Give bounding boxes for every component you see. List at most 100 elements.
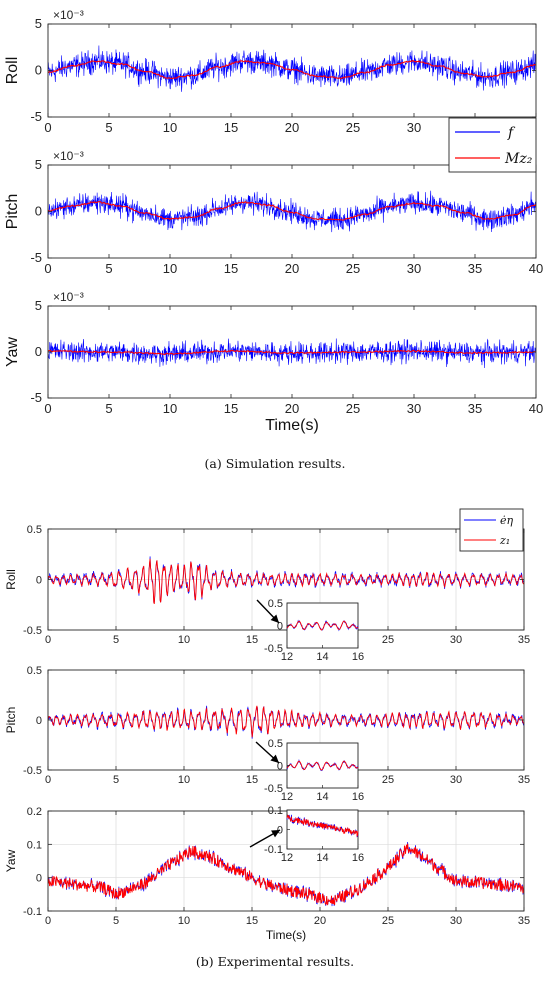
x-tick-label: 0 — [44, 261, 51, 276]
x-tick-label: 30 — [407, 261, 421, 276]
x-tick-label: 5 — [105, 261, 112, 276]
y-tick-label: 0.5 — [27, 524, 42, 536]
x-tick-label: 35 — [518, 634, 530, 646]
legend-simulation: f Mz₂ — [448, 117, 537, 173]
inset-x-tick-label: 12 — [281, 651, 293, 663]
x-axis-label: Time(s) — [266, 928, 306, 942]
inset-x-tick-label: 14 — [316, 791, 328, 803]
zoom-arrow-head — [270, 754, 279, 763]
x-tick-label: 10 — [178, 774, 190, 786]
x-tick-label: 20 — [285, 120, 299, 135]
x-tick-label: 25 — [346, 401, 360, 416]
series-line-z1 — [48, 843, 524, 906]
inset-y-tick-label: 0 — [277, 761, 283, 773]
legend-label-f: f — [507, 125, 516, 141]
y-tick-label: -5 — [30, 109, 42, 124]
x-tick-label: 40 — [529, 261, 543, 276]
y-tick-label: -0.5 — [23, 765, 42, 777]
x-tick-label: 20 — [285, 401, 299, 416]
inset-series-z1 — [286, 620, 359, 631]
x-tick-label: 25 — [382, 774, 394, 786]
y-axis-label: Pitch — [4, 194, 21, 230]
x-tick-label: 35 — [518, 774, 530, 786]
x-tick-label: 15 — [224, 120, 238, 135]
series-line-mz2 — [48, 349, 536, 356]
x-tick-label: 10 — [163, 401, 177, 416]
inset-x-tick-label: 14 — [316, 852, 328, 864]
inset-series-z1 — [286, 760, 359, 771]
y-tick-label: 5 — [35, 298, 42, 313]
caption-simulation: (a) Simulation results. — [205, 456, 346, 471]
x-tick-label: 20 — [314, 915, 326, 927]
inset-x-tick-label: 12 — [281, 791, 293, 803]
series-line-f — [48, 338, 536, 368]
y-tick-label: 0 — [35, 204, 42, 219]
x-tick-label: 15 — [246, 634, 258, 646]
x-tick-label: 35 — [518, 915, 530, 927]
x-tick-label: 30 — [407, 120, 421, 135]
zoom-arrow-head — [271, 830, 280, 838]
y-axis-label: Yaw — [4, 849, 18, 872]
legend-box — [448, 117, 537, 173]
legend-label-e-eta: ėη — [500, 514, 514, 527]
x-tick-label: 30 — [407, 401, 421, 416]
caption-experimental: (b) Experimental results. — [196, 954, 354, 969]
inset-x-tick-label: 16 — [352, 791, 364, 803]
inset-x-tick-label: 14 — [316, 651, 328, 663]
x-tick-label: 15 — [224, 401, 238, 416]
x-tick-label: 5 — [113, 774, 119, 786]
y-tick-label: -0.1 — [23, 906, 42, 918]
x-tick-label: 0 — [45, 915, 51, 927]
y-tick-label: 0 — [36, 873, 42, 885]
x-tick-label: 35 — [468, 261, 482, 276]
y-axis-label: Pitch — [4, 707, 18, 734]
x-tick-label: 25 — [382, 915, 394, 927]
y-tick-label: 0.5 — [27, 665, 42, 677]
x-tick-label: 15 — [224, 261, 238, 276]
legend-experimental: ėη z₁ — [459, 508, 524, 552]
inset-x-tick-label: 12 — [281, 852, 293, 864]
inset-roll: 12 14 16 -0.5 0 0.5 — [256, 598, 364, 663]
y-tick-label: -5 — [30, 250, 42, 265]
y-tick-label: -0.5 — [23, 625, 42, 637]
x-tick-label: 30 — [450, 634, 462, 646]
series-line-mz2 — [48, 59, 536, 80]
inset-y-tick-label: 0.1 — [268, 805, 283, 817]
exponent-label: ×10⁻³ — [53, 149, 84, 163]
series-line-mz2 — [48, 200, 536, 221]
zoom-arrow-head — [270, 614, 279, 623]
x-tick-label: 40 — [529, 401, 543, 416]
series-line-e-eta — [48, 842, 524, 907]
exponent-label: ×10⁻³ — [53, 290, 84, 304]
x-tick-label: 5 — [113, 915, 119, 927]
y-tick-label: 0 — [35, 63, 42, 78]
x-tick-label: 5 — [105, 120, 112, 135]
inset-y-tick-label: 0.5 — [268, 598, 283, 610]
y-tick-label: 5 — [35, 16, 42, 31]
inset-x-tick-label: 16 — [352, 852, 364, 864]
x-tick-label: 0 — [45, 774, 51, 786]
inset-y-tick-label: 0 — [277, 621, 283, 633]
x-tick-label: 5 — [105, 401, 112, 416]
inset-pitch: 12 14 16 -0.5 0 0.5 — [255, 738, 364, 803]
inset-frame — [286, 602, 359, 649]
y-tick-label: 0 — [36, 575, 42, 587]
y-axis-label: Yaw — [4, 337, 21, 367]
inset-y-tick-label: -0.1 — [264, 844, 283, 856]
y-tick-label: 0 — [35, 344, 42, 359]
inset-yaw: 12 14 16-0.100.1 — [249, 805, 364, 864]
series-line-f — [48, 45, 536, 92]
legend-label-mz2: Mz₂ — [504, 151, 533, 167]
y-axis-label: Roll — [4, 569, 18, 590]
inset-series-z1 — [286, 814, 359, 838]
y-axis-label: Roll — [4, 57, 21, 85]
inset-x-tick-label: 16 — [352, 651, 364, 663]
x-tick-label: 35 — [468, 401, 482, 416]
x-tick-label: 5 — [113, 634, 119, 646]
inset-y-tick-label: -0.5 — [264, 783, 283, 795]
